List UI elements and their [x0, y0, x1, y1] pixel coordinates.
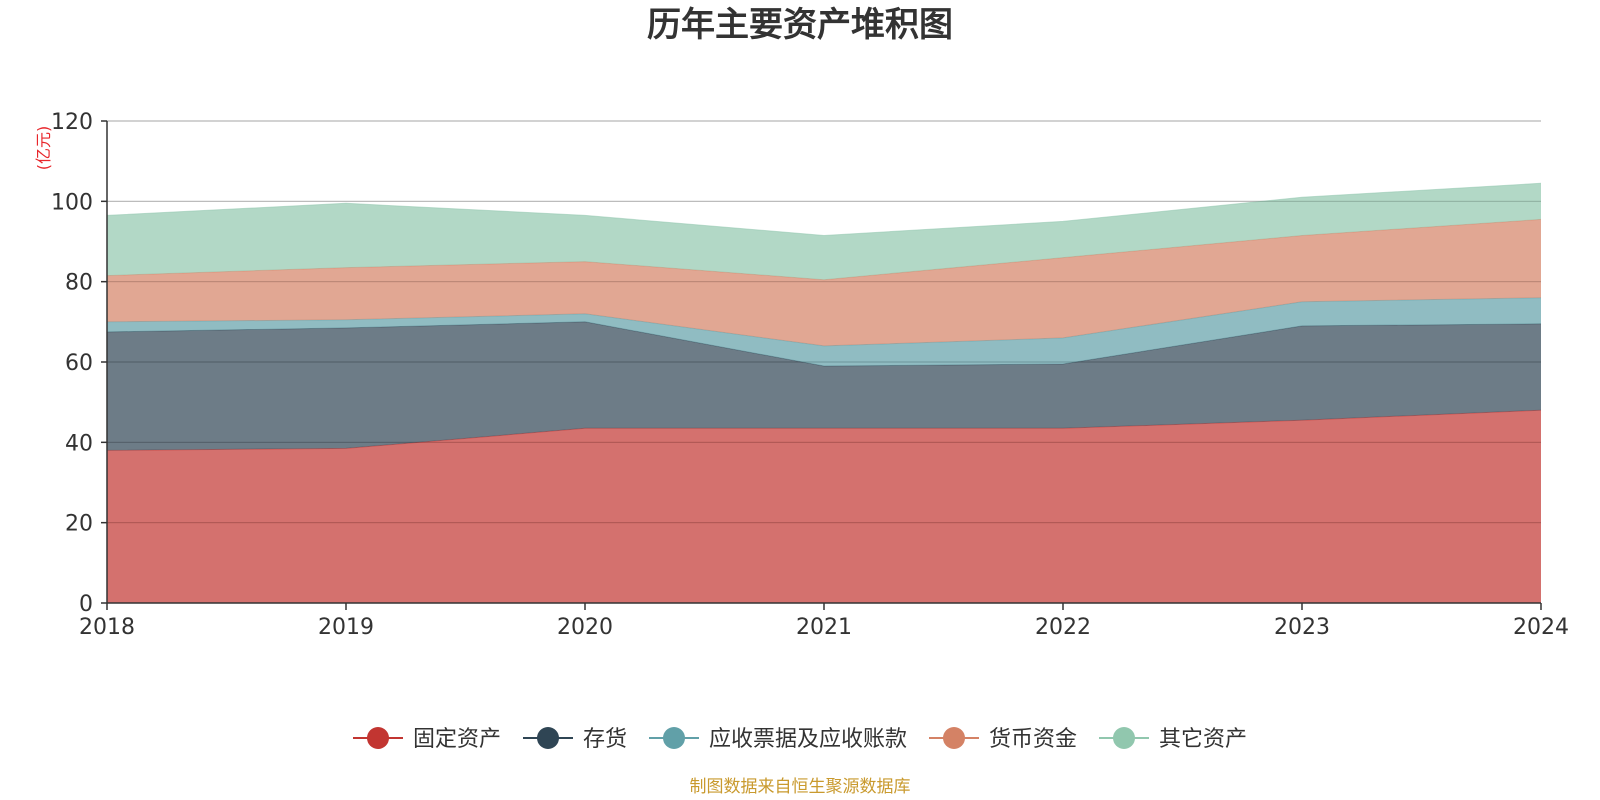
area-series-3 — [107, 297, 1541, 366]
x-tick-label: 2021 — [796, 615, 852, 640]
y-tick-label: 40 — [65, 431, 93, 456]
y-axis-ticks: 0 20 40 60 80 100 120 — [51, 110, 107, 617]
chart-title: 历年主要资产堆积图 — [647, 5, 953, 45]
legend-label: 货币资金 — [989, 727, 1077, 752]
legend: 固定资产 存货 应收票据及应收账款 货币资金 其它资产 — [353, 727, 1247, 752]
y-axis-unit-label: (亿元) — [34, 126, 53, 171]
legend-circle-marker — [537, 727, 559, 749]
x-axis-ticks: 2018 2019 2020 2021 2022 2023 2024 — [79, 603, 1569, 640]
area-series-4 — [107, 219, 1541, 346]
legend-label: 固定资产 — [413, 727, 501, 752]
legend-label: 其它资产 — [1159, 727, 1247, 752]
legend-label: 应收票据及应收账款 — [709, 727, 907, 752]
legend-item-1[interactable]: 固定资产 — [353, 727, 501, 752]
y-tick-label: 80 — [65, 271, 93, 296]
x-tick-label: 2018 — [79, 615, 135, 640]
legend-circle-marker — [943, 727, 965, 749]
y-tick-label: 20 — [65, 512, 93, 537]
legend-circle-marker — [1113, 727, 1135, 749]
area-series-2 — [107, 321, 1541, 451]
area-series-1 — [107, 410, 1541, 603]
y-tick-label: 60 — [65, 351, 93, 376]
legend-item-4[interactable]: 货币资金 — [929, 727, 1077, 752]
y-tick-label: 120 — [51, 110, 93, 135]
legend-item-2[interactable]: 存货 — [523, 727, 627, 752]
area-series-5-top-line — [106, 182, 1542, 237]
area-series-group — [106, 120, 1542, 603]
x-tick-label: 2024 — [1513, 615, 1569, 640]
x-tick-label: 2022 — [1035, 615, 1091, 640]
x-tick-label: 2023 — [1274, 615, 1330, 640]
y-tick-label: 100 — [51, 190, 93, 215]
area-series-5 — [107, 183, 1541, 280]
legend-label: 存货 — [583, 727, 627, 752]
legend-item-3[interactable]: 应收票据及应收账款 — [649, 727, 907, 752]
y-tick-label: 0 — [79, 592, 93, 617]
x-tick-label: 2020 — [557, 615, 613, 640]
legend-item-5[interactable]: 其它资产 — [1099, 727, 1247, 752]
legend-circle-marker — [663, 727, 685, 749]
x-tick-label: 2019 — [318, 615, 374, 640]
legend-circle-marker — [367, 727, 389, 749]
data-source-note: 制图数据来自恒生聚源数据库 — [690, 777, 911, 797]
